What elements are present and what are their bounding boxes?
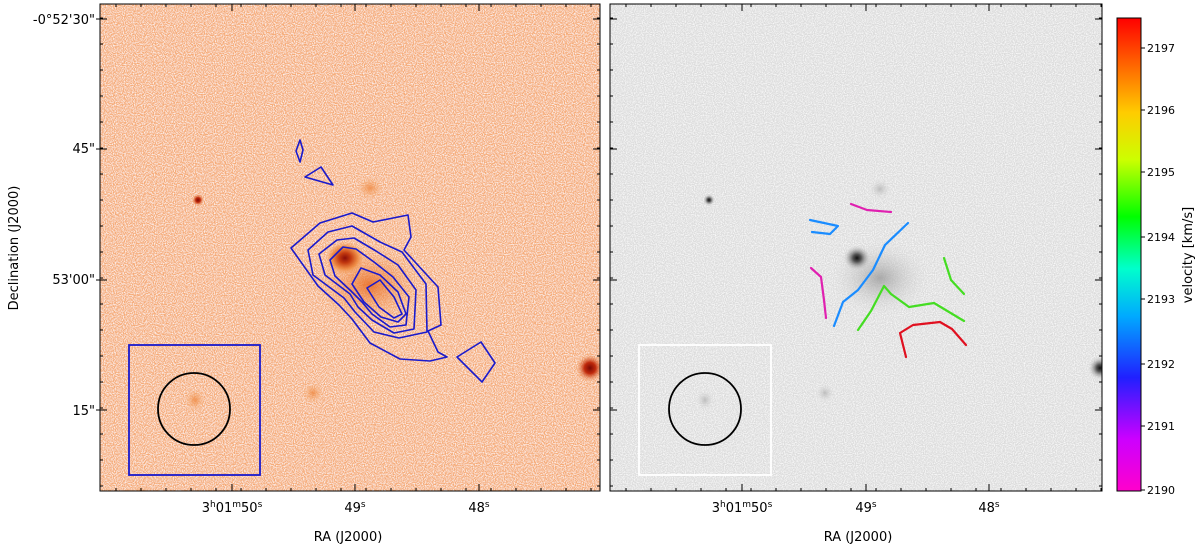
galaxy-core xyxy=(843,245,871,271)
contour-island-3 xyxy=(456,341,496,383)
velocity-contours xyxy=(808,202,968,359)
left-ticks xyxy=(96,4,600,491)
right-panel: 3h01m50s 49s 48s RA (J2000) xyxy=(609,3,1103,545)
colorbar-label: velocity [km/s] xyxy=(1181,207,1196,303)
bright-star-right xyxy=(576,354,600,382)
ra-tick-label: 3h01m50s xyxy=(712,500,773,516)
x-axis-label-right: RA (J2000) xyxy=(824,530,893,545)
colorbar-ticks xyxy=(1141,47,1145,491)
contour-level-5 xyxy=(351,267,407,323)
contour-level-6 xyxy=(366,279,403,319)
colorbar-gradient xyxy=(1116,17,1142,492)
y-axis-label: Declination (J2000) xyxy=(7,186,22,311)
colorbar-tick-label: 2190 xyxy=(1147,484,1175,497)
source-faint-2 xyxy=(696,390,714,410)
beam-box xyxy=(128,344,261,476)
bright-star-right xyxy=(1088,356,1102,380)
source-corner xyxy=(641,486,659,491)
beam-box xyxy=(638,344,772,476)
x-axis-label-left: RA (J2000) xyxy=(314,530,383,545)
source-faint-1 xyxy=(816,384,834,402)
velocity-contour-green-main xyxy=(856,284,966,332)
ra-tick-label: 49s xyxy=(344,500,366,516)
contour-island-1 xyxy=(295,139,304,163)
beam-circle xyxy=(668,372,742,446)
velocity-contour-blue-top xyxy=(808,218,840,236)
source-small xyxy=(703,194,715,206)
colorbar-tick-label: 2191 xyxy=(1147,420,1175,433)
right-ticks xyxy=(610,4,1102,491)
colorbar-tick-label: 2196 xyxy=(1147,104,1175,117)
ra-tick-label: 3h01m50s xyxy=(202,500,263,516)
colorbar-tick-label: 2197 xyxy=(1147,42,1175,55)
colorbar: 2197 2196 2195 2194 2193 2192 2191 2190 … xyxy=(1116,17,1196,497)
beam-circle xyxy=(157,372,231,446)
colorbar-tick-label: 2194 xyxy=(1147,231,1175,244)
dec-tick-label: 15" xyxy=(72,404,95,419)
dec-tick-label: -0°52'30" xyxy=(33,13,95,28)
contour-island-2 xyxy=(304,166,334,186)
source-corner xyxy=(130,485,150,491)
colorbar-tick-label: 2195 xyxy=(1147,166,1175,179)
source-small xyxy=(192,194,204,206)
velocity-contour-red xyxy=(898,320,968,359)
contour-level-1 xyxy=(290,212,448,362)
left-image xyxy=(100,4,600,491)
hi-contours xyxy=(290,139,496,383)
source-faint-1 xyxy=(303,383,323,403)
colorbar-tick-label: 2192 xyxy=(1147,358,1175,371)
velocity-contour-magenta-left xyxy=(809,266,828,320)
source-north xyxy=(869,179,891,199)
source-faint-2 xyxy=(185,389,205,411)
right-frame xyxy=(609,3,1103,492)
dec-tick-label: 45" xyxy=(72,142,95,157)
ra-tick-labels-left: 3h01m50s 49s 48s xyxy=(202,500,490,516)
source-north xyxy=(357,177,383,199)
colorbar-tick-label: 2193 xyxy=(1147,293,1175,306)
left-frame xyxy=(99,3,601,492)
ra-tick-label: 49s xyxy=(855,500,877,516)
colorbar-tick-labels: 2197 2196 2195 2194 2193 2192 2191 2190 xyxy=(1147,42,1175,497)
contour-level-3 xyxy=(318,237,417,334)
dec-tick-label: 53'00" xyxy=(52,273,95,288)
dec-tick-labels: -0°52'30" 45" 53'00" 15" xyxy=(33,13,95,419)
right-image xyxy=(610,4,1102,491)
ra-tick-label: 48s xyxy=(978,500,1000,516)
contour-level-4 xyxy=(329,246,410,328)
velocity-contour-magenta-top xyxy=(849,202,893,214)
ra-tick-labels-right: 3h01m50s 49s 48s xyxy=(712,500,1000,516)
ra-tick-label: 48s xyxy=(468,500,490,516)
contour-level-2 xyxy=(307,225,428,339)
velocity-contour-green-right xyxy=(942,256,966,296)
left-panel: -0°52'30" 45" 53'00" 15" 3h01m50s 49s 48… xyxy=(7,3,601,545)
velocity-contour-blue-main xyxy=(832,221,910,328)
